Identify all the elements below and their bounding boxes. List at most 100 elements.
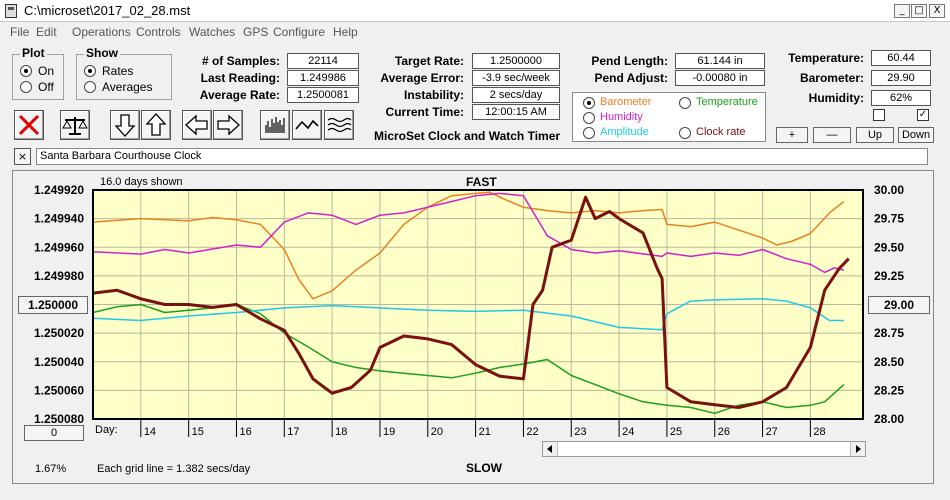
multi-line-button[interactable]	[324, 110, 354, 140]
scale-up-button[interactable]: Up	[856, 127, 894, 143]
target-rate-value[interactable]: 1.2500000	[472, 53, 560, 69]
menu-gps[interactable]: GPS	[243, 25, 269, 39]
samples-label: # of Samples:	[201, 54, 280, 68]
x-tick-label: 20	[431, 426, 443, 438]
menu-bar: File Edit Operations Controls Watches GP…	[0, 22, 950, 42]
x-tick-label: 25	[670, 426, 682, 438]
triangle-left-icon	[547, 445, 552, 453]
clear-label-button[interactable]: ×	[14, 148, 31, 165]
humidity-option-label: Humidity	[600, 111, 643, 123]
last-reading-value: 1.249986	[287, 70, 359, 86]
show-rates-label: Rates	[102, 64, 134, 78]
scale-minus-button[interactable]: —	[813, 127, 851, 143]
series-clock-rate-line	[92, 195, 850, 409]
barometer-value: 29.90	[871, 70, 931, 86]
right-arrow-button[interactable]	[213, 110, 243, 140]
close-button[interactable]: X	[929, 4, 945, 18]
temperature-option-label: Temperature	[696, 96, 758, 108]
clock-rate-radio[interactable]	[679, 127, 691, 139]
temperature-value: 60.44	[871, 50, 931, 66]
down-arrow-button[interactable]	[110, 110, 140, 140]
x-tick-label: 22	[526, 426, 538, 438]
barometer-radio[interactable]	[583, 97, 595, 109]
app-icon	[5, 4, 17, 18]
scroll-position-value[interactable]: 0	[24, 425, 84, 441]
left-arrow-button[interactable]	[182, 110, 212, 140]
left-axis-tick-label: 1.249920	[34, 183, 84, 197]
x-tick-label: 15	[192, 426, 204, 438]
line-plot-button[interactable]	[292, 110, 322, 140]
scroll-thumb[interactable]	[558, 442, 850, 456]
histogram-button[interactable]	[260, 110, 290, 140]
amplitude-option-label: Amplitude	[600, 126, 649, 138]
right-center-value-button[interactable]: 29.00	[868, 296, 930, 314]
arrow-down-icon	[114, 114, 136, 137]
scale-plus-button[interactable]: +	[776, 127, 808, 143]
balance-button[interactable]	[60, 110, 90, 140]
x-tick-label: 18	[335, 426, 347, 438]
app-name-label: MicroSet Clock and Watch Timer	[374, 129, 561, 143]
right-axis-tick-label: 29.75	[874, 212, 904, 226]
menu-watches[interactable]: Watches	[189, 25, 236, 39]
x-tick-label: 17	[287, 426, 299, 438]
right-axis-tick-label: 29.50	[874, 240, 904, 254]
scale-down-button[interactable]: Down	[898, 127, 934, 143]
x-tick-label: 26	[718, 426, 730, 438]
x-tick-label: 16	[239, 426, 251, 438]
up-arrow-button[interactable]	[141, 110, 171, 140]
scroll-left-arrow[interactable]	[543, 442, 558, 456]
left-axis-tick-label: 1.250020	[34, 326, 84, 340]
x-tick-label: 14	[144, 426, 156, 438]
window-title: C:\microset\2017_02_28.mst	[24, 3, 191, 18]
menu-edit[interactable]: Edit	[36, 25, 57, 39]
x-tick-label: 19	[383, 426, 395, 438]
x-tick-label: 21	[479, 426, 491, 438]
series-amplitude-line	[92, 298, 844, 331]
balance-scale-icon	[62, 117, 88, 135]
clock-rate-option-label: Clock rate	[696, 126, 746, 138]
minimize-button[interactable]: _	[894, 4, 910, 18]
menu-operations[interactable]: Operations	[72, 25, 131, 39]
days-shown-label: 16.0 days shown	[100, 176, 183, 188]
series-barometer-line	[92, 191, 845, 300]
menu-configure[interactable]: Configure	[273, 25, 326, 39]
right-axis-tick-label: 30.00	[874, 183, 904, 197]
maximize-button[interactable]: □	[911, 4, 927, 18]
scroll-right-arrow[interactable]	[850, 442, 865, 456]
right-axis-tick-label: 28.75	[874, 326, 904, 340]
time-scrollbar[interactable]	[542, 441, 866, 457]
clock-label-field[interactable]: Santa Barbara Courthouse Clock	[36, 148, 928, 165]
temperature-radio[interactable]	[679, 97, 691, 109]
average-error-value: -3.9 sec/week	[472, 70, 560, 86]
pend-adjust-value: -0.00080 in	[675, 70, 765, 86]
show-averages-radio[interactable]	[84, 81, 96, 93]
humidity-radio[interactable]	[583, 112, 595, 124]
plot-on-radio[interactable]	[20, 65, 32, 77]
fast-label: FAST	[466, 175, 497, 189]
barometer-option-label: Barometer	[600, 96, 652, 108]
plot-off-radio[interactable]	[20, 81, 32, 93]
left-center-value-button[interactable]: 1.250000	[18, 296, 88, 314]
bar-histogram-icon	[265, 117, 285, 133]
show-group-label: Show	[84, 46, 120, 60]
menu-help[interactable]: Help	[333, 25, 358, 39]
right-checkbox[interactable]: ✓	[917, 109, 929, 121]
x-tick-label: 24	[622, 426, 634, 438]
pend-length-value[interactable]: 61.144 in	[675, 53, 765, 69]
show-rates-radio[interactable]	[84, 65, 96, 77]
title-bar: C:\microset\2017_02_28.mst _ □ X	[0, 0, 950, 22]
menu-controls[interactable]: Controls	[136, 25, 181, 39]
menu-file[interactable]: File	[10, 25, 30, 39]
arrow-right-icon	[217, 114, 240, 136]
show-averages-label: Averages	[102, 80, 153, 94]
grid-note-label: Each grid line = 1.382 secs/day	[97, 463, 251, 475]
left-axis-tick-label: 1.249980	[34, 269, 84, 283]
humidity-value: 62%	[871, 90, 931, 106]
line-wave-icon	[295, 119, 319, 130]
pend-adjust-label: Pend Adjust:	[594, 71, 668, 85]
right-axis-tick-label: 28.00	[874, 412, 904, 426]
series-humidity-line	[92, 192, 845, 274]
amplitude-radio[interactable]	[583, 127, 595, 139]
stop-button[interactable]	[14, 110, 44, 140]
left-checkbox[interactable]	[873, 109, 885, 121]
